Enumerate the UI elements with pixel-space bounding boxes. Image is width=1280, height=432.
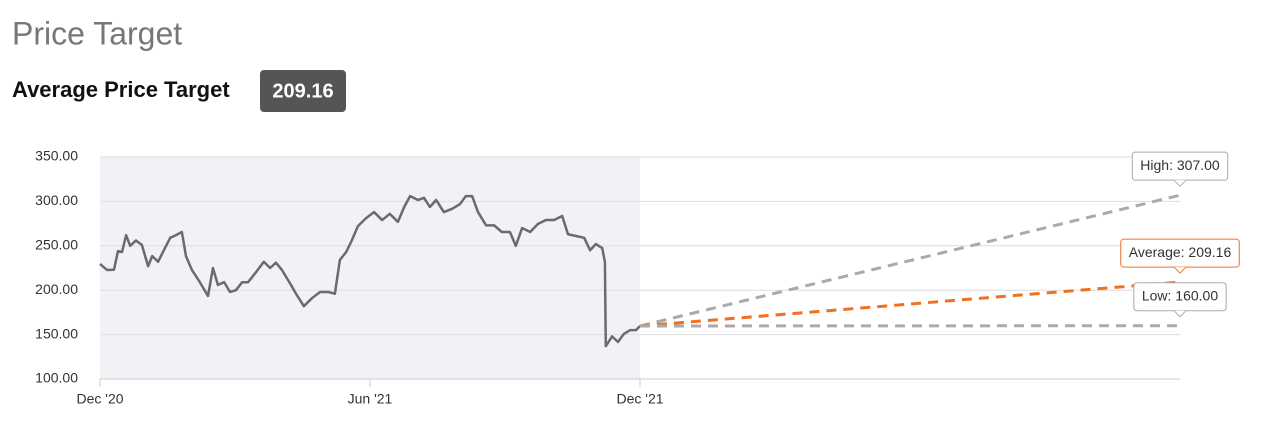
- x-tick-label: Dec '20: [76, 391, 123, 407]
- y-tick-label: 200.00: [35, 281, 78, 297]
- target-label-text: Average: 209.16: [1129, 244, 1232, 260]
- y-tick-label: 250.00: [35, 237, 78, 253]
- badge: 209.16: [272, 80, 333, 102]
- target-label: Average: 209.16: [1121, 239, 1240, 273]
- target-line: [640, 282, 1180, 326]
- y-tick-label: 300.00: [35, 192, 78, 208]
- y-tick-label: 350.00: [35, 148, 78, 164]
- target-line: [640, 195, 1180, 326]
- target-label: High: 307.00: [1132, 152, 1227, 186]
- y-tick-label: 150.00: [35, 325, 78, 341]
- y-tick-label: 100.00: [35, 370, 78, 386]
- subtitle: Average Price Target: [12, 77, 230, 102]
- target-label: Low: 160.00: [1134, 283, 1226, 317]
- page-title: Price Target: [12, 15, 182, 51]
- history-shade: [100, 157, 640, 379]
- target-label-text: Low: 160.00: [1142, 287, 1218, 303]
- label-pointer: [1174, 180, 1186, 186]
- target-label-text: High: 307.00: [1140, 157, 1220, 173]
- label-pointer: [1174, 267, 1186, 273]
- label-pointer: [1174, 311, 1186, 317]
- x-tick-label: Dec '21: [616, 391, 663, 407]
- x-tick-label: Jun '21: [348, 391, 393, 407]
